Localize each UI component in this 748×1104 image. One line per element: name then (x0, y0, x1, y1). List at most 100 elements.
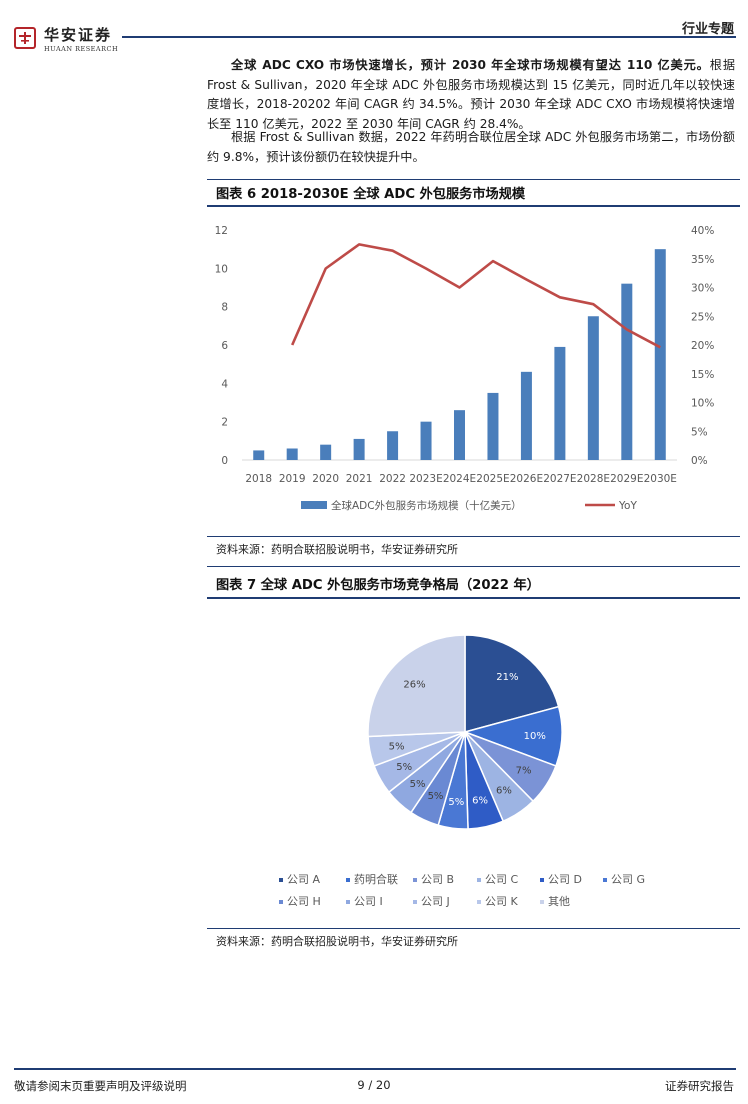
y-right-tick-label: 30% (691, 283, 714, 295)
legend-swatch (279, 878, 283, 882)
y-left-tick-label: 0 (221, 455, 228, 467)
figure-source: 资料来源：药明合联招股说明书，华安证券研究所 (216, 935, 458, 948)
pie-value-label: 26% (403, 679, 425, 690)
bar (654, 249, 666, 460)
y-left-tick-label: 8 (221, 302, 228, 314)
x-tick-label: 2025E (476, 473, 509, 485)
yoy-line (291, 243, 661, 349)
market-size-chart: 0 2 4 6 8 10 12 0% 5% 10% 15% 20% 25% 30% 35% 40% 2018 20… (215, 225, 715, 512)
legend-label: 其他 (548, 895, 570, 908)
page-number: 9 / 20 (357, 1078, 391, 1092)
logo-subtext: HUAAN RESEARCH (44, 45, 119, 53)
bar (520, 371, 532, 460)
x-tick-label: 2020 (312, 473, 339, 485)
bar (353, 438, 365, 460)
y-right-tick-label: 20% (691, 340, 714, 352)
bar (420, 421, 432, 460)
figure-title: 图表 7 全球 ADC 外包服务市场竞争格局（2022 年） (216, 578, 540, 593)
pie-value-label: 6% (472, 796, 488, 807)
x-tick-label: 2029E (610, 473, 643, 485)
x-tick-label: 2024E (443, 473, 476, 485)
pie-value-label: 6% (496, 786, 512, 797)
legend-swatch (413, 878, 417, 882)
legend-swatch (413, 900, 417, 904)
legend-label: 公司 K (485, 895, 518, 908)
legend-label: 药明合联 (354, 872, 398, 886)
legend-label: 公司 G (611, 873, 645, 886)
footer-rule (14, 1068, 736, 1070)
pie-value-label: 5% (448, 797, 464, 808)
pie-value-label: 5% (410, 779, 426, 790)
figure-title-rule (207, 205, 740, 207)
legend-label: 公司 C (485, 873, 518, 886)
pie-value-label: 5% (396, 762, 412, 773)
y-right-tick-label: 35% (691, 254, 714, 266)
legend-swatch (540, 900, 544, 904)
bar (253, 450, 265, 460)
legend-swatch (540, 878, 544, 882)
legend-swatch (346, 878, 350, 882)
legend-line-label: YoY (618, 500, 637, 512)
legend-label: 公司 J (421, 895, 450, 908)
figure-source: 资料来源：药明合联招股说明书，华安证券研究所 (216, 543, 458, 556)
pie-value-label: 5% (389, 742, 405, 753)
pie-value-label: 21% (496, 672, 518, 683)
bar (554, 346, 566, 460)
pie-value-label: 7% (516, 766, 532, 777)
paragraph-market-share: 根据 Frost & Sullivan 数据，2022 年药明合联位居全球 AD… (207, 130, 735, 164)
company-logo-icon (14, 27, 36, 49)
bar (454, 410, 465, 460)
page-header: 华安证券 HUAAN RESEARCH 行业专题 (0, 0, 748, 56)
footer-report-type: 证券研究报告 (665, 1079, 734, 1093)
logo-text: 华安证券 (44, 26, 113, 44)
legend-label: 公司 A (287, 873, 320, 886)
x-tick-label: 2021 (346, 473, 373, 485)
figure-top-rule (207, 566, 740, 567)
bar (387, 431, 399, 460)
pie-slice (464, 634, 560, 733)
legend-bar-swatch (301, 501, 327, 509)
footer-disclaimer: 敬请参阅末页重要声明及评级说明 (14, 1079, 187, 1093)
legend-label: 公司 I (354, 895, 383, 908)
x-tick-label: 2028E (577, 473, 610, 485)
paragraph-lead: 全球 ADC CXO 市场快速增长，预计 2030 年全球市场规模有望达 110… (231, 58, 710, 72)
legend-bar-label: 全球ADC外包服务市场规模（十亿美元） (331, 499, 522, 512)
pie-value-label: 10% (524, 731, 546, 742)
x-tick-label: 2018 (245, 473, 272, 485)
bar (487, 392, 499, 460)
bar (587, 316, 599, 460)
paragraph-market-growth: 全球 ADC CXO 市场快速增长，预计 2030 年全球市场规模有望达 110… (207, 56, 735, 134)
y-right-tick-label: 15% (691, 369, 714, 381)
legend-swatch (279, 900, 283, 904)
figure-title: 图表 6 2018-2030E 全球 ADC 外包服务市场规模 (216, 187, 526, 202)
legend-label: 公司 D (548, 873, 582, 886)
section-label: 行业专题 (681, 22, 734, 37)
bar (286, 448, 298, 460)
x-tick-label: 2026E (510, 473, 543, 485)
pie-slice (367, 634, 466, 738)
y-right-tick-label: 10% (691, 398, 714, 410)
y-left-tick-label: 4 (221, 378, 228, 390)
source-rule (207, 536, 740, 537)
source-rule (207, 928, 740, 929)
legend-swatch (346, 900, 350, 904)
bar (320, 444, 332, 460)
legend-swatch (603, 878, 607, 882)
y-left-tick-label: 2 (221, 417, 228, 429)
legend-swatch (477, 878, 481, 882)
y-right-tick-label: 25% (691, 311, 714, 323)
y-right-tick-label: 5% (691, 426, 708, 438)
figure-top-rule (207, 179, 740, 180)
x-tick-label: 2030E (644, 473, 677, 485)
y-right-tick-label: 0% (691, 455, 708, 467)
y-right-tick-label: 40% (691, 225, 714, 237)
paragraph-body: 根据 Frost & Sullivan，2020 年全球 ADC 外包服务市场规… (207, 58, 736, 131)
pie-value-label: 5% (428, 791, 444, 802)
x-tick-label: 2022 (379, 473, 406, 485)
legend-label: 公司 H (287, 895, 321, 908)
x-tick-label: 2027E (543, 473, 576, 485)
header-rule (122, 36, 736, 38)
y-left-tick-label: 6 (221, 340, 228, 352)
legend-swatch (477, 900, 481, 904)
figure-title-rule (207, 597, 740, 599)
